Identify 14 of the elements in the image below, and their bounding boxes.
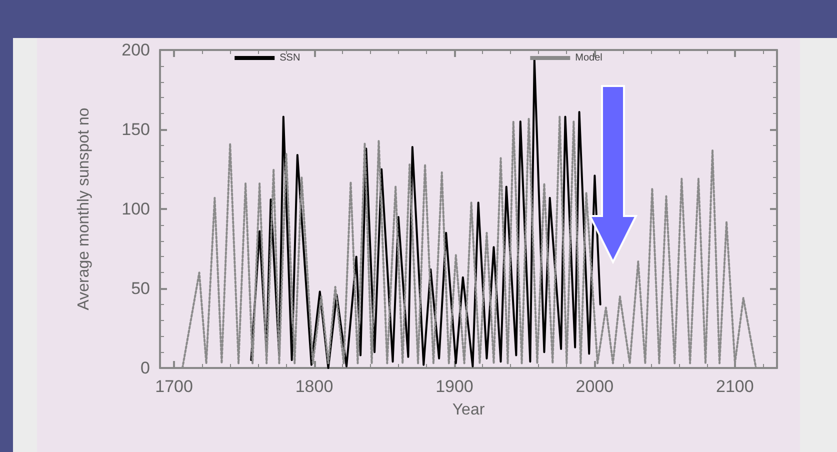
y-tick-label: 200	[122, 40, 150, 60]
y-tick-label: 50	[131, 279, 150, 298]
x-tick-label: 1800	[295, 377, 334, 396]
x-tick-label: 2000	[576, 377, 614, 396]
y-axis-title: Average monthly sunspot no	[76, 108, 92, 310]
legend-label: SSN	[280, 52, 300, 64]
x-axis-title: Year	[452, 402, 486, 418]
y-tick-label: 100	[122, 200, 150, 218]
x-tick-label: 1700	[155, 377, 193, 396]
x-tick-label: 2100	[716, 377, 754, 396]
x-tick-label: 1900	[436, 377, 474, 396]
y-tick-label: 150	[122, 120, 150, 139]
legend-label: Model	[575, 52, 602, 64]
y-tick-label: 0	[140, 358, 150, 378]
